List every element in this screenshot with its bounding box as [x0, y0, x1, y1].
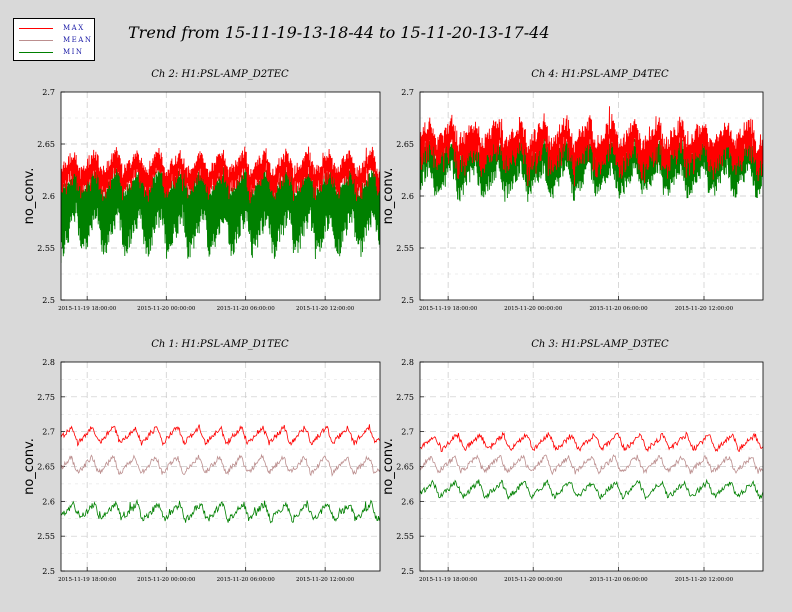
series-line-max	[61, 146, 380, 204]
y-tick-label: 2.5	[42, 296, 55, 305]
x-tick-label: 2015-11-20 00:00:00	[504, 306, 563, 312]
chart-title: Ch 2: H1:PSL-AMP_D2TEC	[151, 69, 289, 80]
plot-frame	[419, 361, 764, 572]
legend-item-max: MAX	[19, 22, 95, 34]
y-tick-label: 2.55	[396, 532, 414, 541]
y-tick-label: 2.75	[37, 393, 55, 402]
y-tick-label: 2.6	[42, 192, 55, 201]
page-title: Trend from 15-11-19-13-18-44 to 15-11-20…	[128, 23, 550, 42]
y-tick-label: 2.7	[401, 88, 414, 97]
series-line-min	[420, 478, 763, 500]
y-tick-label: 2.65	[37, 463, 55, 472]
y-tick-label: 2.65	[37, 140, 55, 149]
x-tick-label: 2015-11-20 12:00:00	[296, 577, 355, 583]
series-line-max	[61, 424, 380, 447]
series-line-min	[61, 164, 380, 263]
x-tick-label: 2015-11-20 00:00:00	[137, 306, 196, 312]
y-tick-label: 2.5	[401, 567, 414, 576]
x-tick-label: 2015-11-20 06:00:00	[217, 306, 276, 312]
chart-panel-ch4: Ch 4: H1:PSL-AMP_D4TEC 2.5 2.55 2.6 2.65 2.7 2…	[381, 69, 764, 312]
legend-swatch-max	[19, 28, 53, 29]
x-tick-label: 2015-11-20 12:00:00	[675, 577, 734, 583]
legend-swatch-min	[19, 52, 53, 53]
plot-frame	[419, 91, 764, 301]
x-tick-label: 2015-11-19 18:00:00	[419, 577, 478, 583]
y-tick-label: 2.75	[396, 393, 414, 402]
x-tick-label: 2015-11-20 12:00:00	[675, 306, 734, 312]
y-tick-label: 2.7	[42, 428, 55, 437]
y-tick-label: 2.6	[401, 497, 414, 506]
y-axis-label: no_conv.	[22, 438, 37, 495]
series-line-max	[420, 431, 763, 453]
y-axis-label: no_conv.	[22, 168, 37, 225]
legend-swatch-mean	[19, 40, 53, 41]
series-line-min	[61, 498, 380, 524]
y-tick-label: 2.65	[396, 463, 414, 472]
series-line-mean	[61, 453, 380, 477]
x-tick-label: 2015-11-19 18:00:00	[419, 306, 478, 312]
y-axis-label: no_conv.	[381, 168, 396, 225]
plot-frame	[60, 91, 381, 301]
x-tick-label: 2015-11-20 06:00:00	[590, 306, 649, 312]
y-tick-label: 2.7	[401, 428, 414, 437]
y-tick-label: 2.6	[42, 497, 55, 506]
y-tick-label: 2.8	[42, 358, 55, 367]
legend-item-mean: MEAN	[19, 34, 95, 46]
legend-label-min: MIN	[63, 48, 84, 56]
y-tick-label: 2.55	[37, 532, 55, 541]
y-tick-label: 2.7	[42, 88, 55, 97]
plot-frame	[60, 361, 381, 572]
x-tick-label: 2015-11-20 00:00:00	[137, 577, 196, 583]
x-tick-label: 2015-11-19 18:00:00	[58, 577, 117, 583]
x-tick-label: 2015-11-20 12:00:00	[296, 306, 355, 312]
y-tick-label: 2.55	[37, 244, 55, 253]
chart-panel-ch3: Ch 3: H1:PSL-AMP_D3TEC 2.5 2.55 2.6 2.65 2.7 2…	[381, 339, 764, 583]
y-tick-label: 2.5	[42, 567, 55, 576]
y-tick-label: 2.6	[401, 192, 414, 201]
y-tick-label: 2.5	[401, 296, 414, 305]
legend-label-max: MAX	[63, 24, 85, 32]
chart-title: Ch 1: H1:PSL-AMP_D1TEC	[151, 339, 289, 350]
y-tick-label: 2.65	[396, 140, 414, 149]
legend-label-mean: MEAN	[63, 36, 93, 44]
legend: MAX MEAN MIN	[13, 18, 95, 61]
y-axis-label: no_conv.	[381, 438, 396, 495]
x-tick-label: 2015-11-20 06:00:00	[590, 577, 649, 583]
chart-title: Ch 4: H1:PSL-AMP_D4TEC	[531, 69, 669, 80]
chart-panel-ch1: Ch 1: H1:PSL-AMP_D1TEC 2.5 2.55 2.6 2.65 2.7 2…	[22, 339, 381, 583]
series-line-mean	[420, 454, 763, 476]
legend-item-min: MIN	[19, 46, 95, 58]
x-tick-label: 2015-11-19 18:00:00	[58, 306, 117, 312]
x-tick-label: 2015-11-20 00:00:00	[504, 577, 563, 583]
chart-panel-ch2: Ch 2: H1:PSL-AMP_D2TEC 2.5 2.55 2.6 2.65 2.7 2…	[22, 69, 381, 312]
chart-title: Ch 3: H1:PSL-AMP_D3TEC	[531, 339, 669, 350]
y-tick-label: 2.55	[396, 244, 414, 253]
series-line-max	[420, 106, 763, 187]
y-tick-label: 2.8	[401, 358, 414, 367]
x-tick-label: 2015-11-20 06:00:00	[217, 577, 276, 583]
